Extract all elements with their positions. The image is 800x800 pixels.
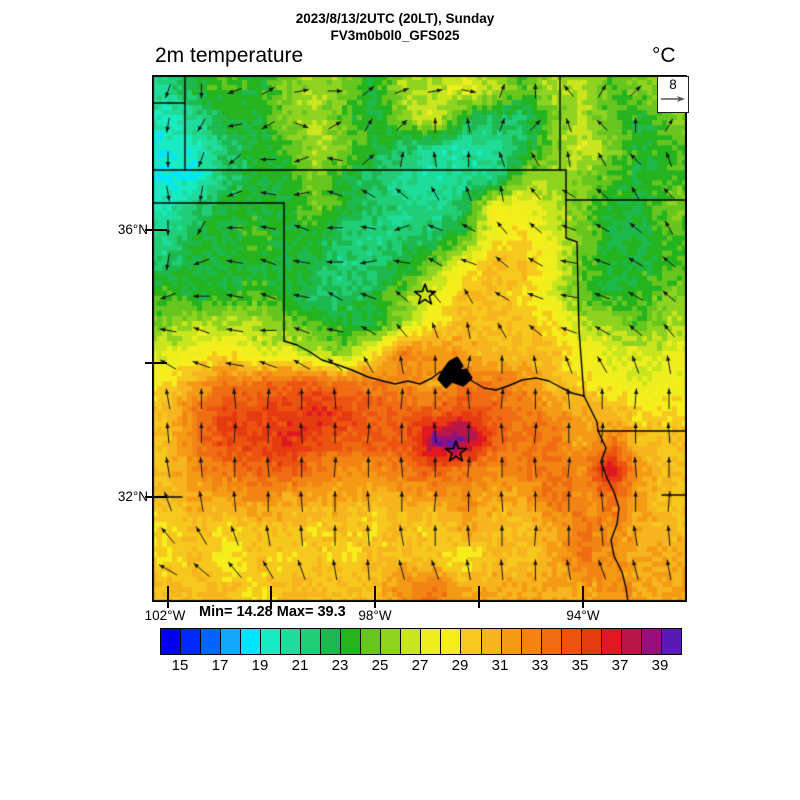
colorbar-tick-label: 23 <box>331 657 349 674</box>
units-label: °C <box>652 44 676 67</box>
minmax-annotation: Min= 14.28 Max= 39.3 <box>199 604 346 620</box>
colorbar-tick-label: 15 <box>171 657 189 674</box>
colorbar-tick-label: 27 <box>411 657 429 674</box>
axis-tick <box>582 586 584 608</box>
colorbar-cell <box>500 629 521 654</box>
colorbar-tick-label: 29 <box>451 657 469 674</box>
colorbar-cell <box>161 629 181 654</box>
colorbar-tick-label: 25 <box>371 657 389 674</box>
colorbar <box>160 628 682 655</box>
colorbar-cell <box>460 629 481 654</box>
axis-tick <box>145 229 167 231</box>
colorbar-cell <box>480 629 501 654</box>
colorbar-cell <box>320 629 341 654</box>
colorbar-cell <box>600 629 621 654</box>
colorbar-cell <box>200 629 221 654</box>
colorbar-cell <box>420 629 441 654</box>
colorbar-cell <box>180 629 201 654</box>
reference-vector-value: 8 <box>669 77 677 92</box>
colorbar-cell <box>640 629 661 654</box>
figure-header: 2023/8/13/2UTC (20LT), Sunday FV3m0b0l0_… <box>110 10 680 44</box>
reference-vector-box: 8 <box>657 76 689 113</box>
colorbar-tick-label: 17 <box>211 657 229 674</box>
axis-tick <box>374 586 376 608</box>
colorbar-tick-label: 31 <box>491 657 509 674</box>
lon-tick-label-102w: 102°W <box>144 608 186 623</box>
colorbar-cell <box>400 629 421 654</box>
lon-tick-label-94w: 94°W <box>566 608 600 623</box>
colorbar-cell <box>580 629 601 654</box>
colorbar-cell <box>620 629 641 654</box>
colorbar-tick-label: 39 <box>651 657 669 674</box>
reference-arrow-icon <box>661 96 685 102</box>
colorbar-cell <box>560 629 581 654</box>
model-run-label: FV3m0b0l0_GFS025 <box>330 28 460 43</box>
temperature-map-canvas <box>152 75 687 602</box>
colorbar-cell <box>220 629 241 654</box>
axis-tick <box>270 586 272 608</box>
lat-tick-label-32n: 32°N <box>117 489 148 504</box>
colorbar-cell <box>540 629 561 654</box>
colorbar-cell <box>240 629 261 654</box>
colorbar-cell <box>300 629 321 654</box>
colorbar-tick-label: 35 <box>571 657 589 674</box>
colorbar-tick-label: 19 <box>251 657 269 674</box>
colorbar-cell <box>340 629 361 654</box>
colorbar-cell <box>660 629 681 654</box>
lat-tick-label-36n: 36°N <box>117 222 148 237</box>
plot-title: 2m temperature <box>155 44 304 67</box>
lon-tick-label-98w: 98°W <box>358 608 392 623</box>
colorbar-cell <box>380 629 401 654</box>
axis-tick <box>167 586 169 608</box>
datetime-label: 2023/8/13/2UTC (20LT), Sunday <box>295 11 495 26</box>
colorbar-cell <box>440 629 461 654</box>
colorbar-cell <box>520 629 541 654</box>
axis-tick <box>145 362 167 364</box>
axis-tick <box>478 586 480 608</box>
colorbar-tick-label: 21 <box>291 657 309 674</box>
colorbar-tick-label: 37 <box>611 657 629 674</box>
colorbar-cell <box>280 629 301 654</box>
colorbar-tick-label: 33 <box>531 657 549 674</box>
colorbar-cell <box>260 629 281 654</box>
axis-tick <box>145 496 167 498</box>
colorbar-cell <box>360 629 381 654</box>
